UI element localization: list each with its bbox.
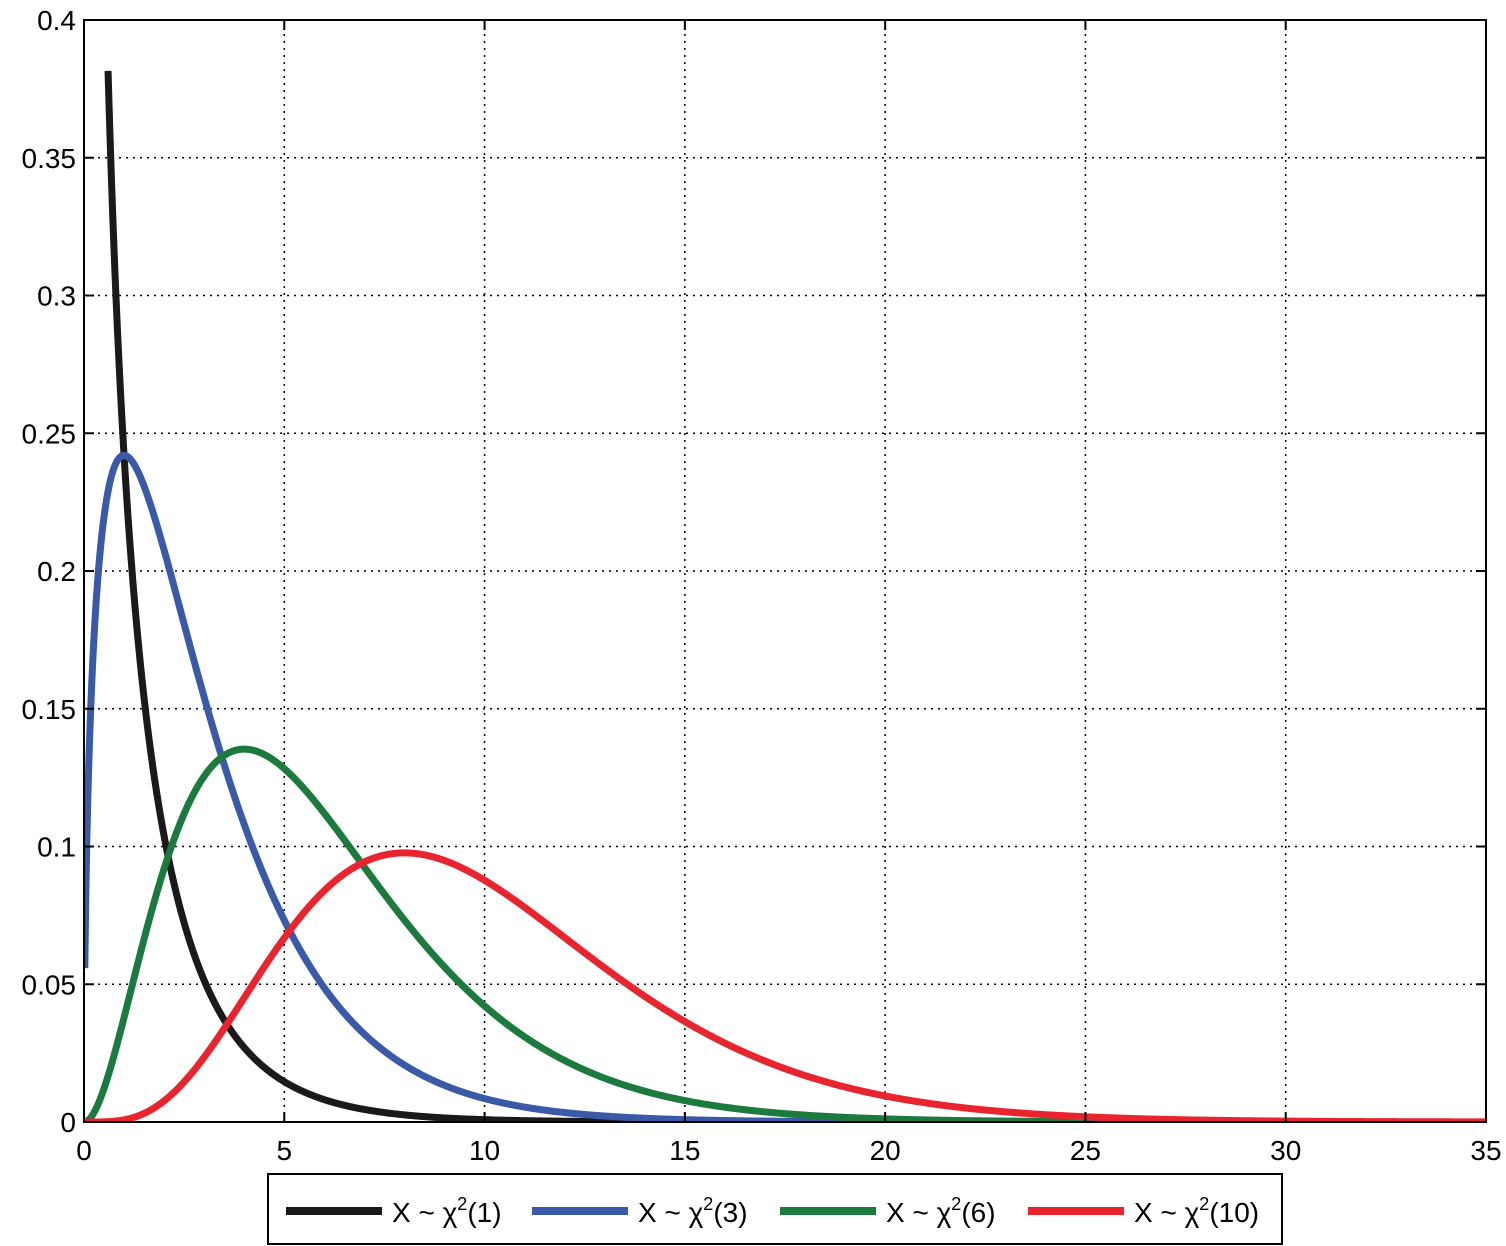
legend-label-k6: X ~ χ2(6) — [886, 1194, 996, 1228]
series-line-k1 — [104, 70, 1486, 1122]
legend-label-k10: X ~ χ2(10) — [1134, 1194, 1259, 1228]
series-line-k3 — [84, 451, 1486, 1122]
x-tick-label: 35 — [1470, 1135, 1501, 1166]
x-tick-label: 25 — [1070, 1135, 1101, 1166]
x-tick-label: 20 — [870, 1135, 901, 1166]
x-tick-label: 10 — [469, 1135, 500, 1166]
axis-ticks: 0 5 10 15 20 25 30 35 0 0.05 0.1 0.15 0.2 0.25 0.3 0.35… — [22, 5, 1502, 1166]
series-line-k10 — [84, 849, 1486, 1122]
y-tick-label: 0.3 — [37, 281, 76, 312]
plot-curves — [84, 70, 1486, 1122]
y-tick-label: 0.2 — [37, 556, 76, 587]
y-tick-label: 0.1 — [37, 832, 76, 863]
y-tick-label: 0.05 — [22, 969, 77, 1000]
legend-label-k1: X ~ χ2(1) — [392, 1194, 502, 1228]
x-tick-label: 30 — [1270, 1135, 1301, 1166]
legend-label-k3: X ~ χ2(3) — [638, 1194, 748, 1228]
grid-lines — [84, 20, 1486, 1122]
x-tick-label: 5 — [276, 1135, 292, 1166]
legend: X ~ χ2(1) X ~ χ2(3) X ~ χ2(6) X ~ χ2(10) — [267, 1173, 1283, 1245]
y-tick-label: 0.15 — [22, 694, 77, 725]
x-tick-label: 0 — [76, 1135, 92, 1166]
y-tick-label: 0 — [60, 1107, 76, 1138]
x-tick-label: 15 — [669, 1135, 700, 1166]
y-tick-label: 0.25 — [22, 418, 77, 449]
y-tick-label: 0.35 — [22, 143, 77, 174]
y-tick-label: 0.4 — [37, 5, 76, 36]
